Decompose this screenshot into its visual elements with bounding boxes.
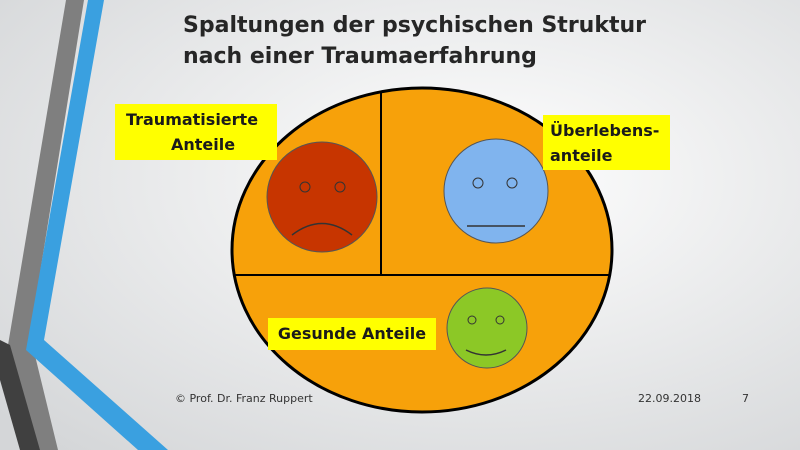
footer-page: 7 (742, 392, 749, 405)
label: Gesunde Anteile (278, 324, 426, 343)
footer-author: © Prof. Dr. Franz Ruppert (175, 392, 313, 405)
neutral-face (443, 138, 549, 244)
title-line: Spaltungen der psychischen Struktur (183, 13, 646, 38)
stripe-blue (26, 0, 168, 450)
label-box (115, 104, 277, 160)
sad-face (266, 141, 378, 253)
label: anteile (550, 146, 613, 165)
title-line: nach einer Traumaerfahrung (183, 44, 537, 69)
happy-face (446, 287, 528, 369)
footer-date: 22.09.2018 (638, 392, 701, 405)
label: Traumatisierte (126, 110, 258, 129)
label-box (543, 115, 670, 170)
stripe-dark (0, 340, 40, 450)
label-box (268, 318, 436, 350)
stripe-gray (8, 0, 84, 450)
label: Anteile (171, 135, 235, 154)
label: Überlebens- (550, 121, 659, 140)
